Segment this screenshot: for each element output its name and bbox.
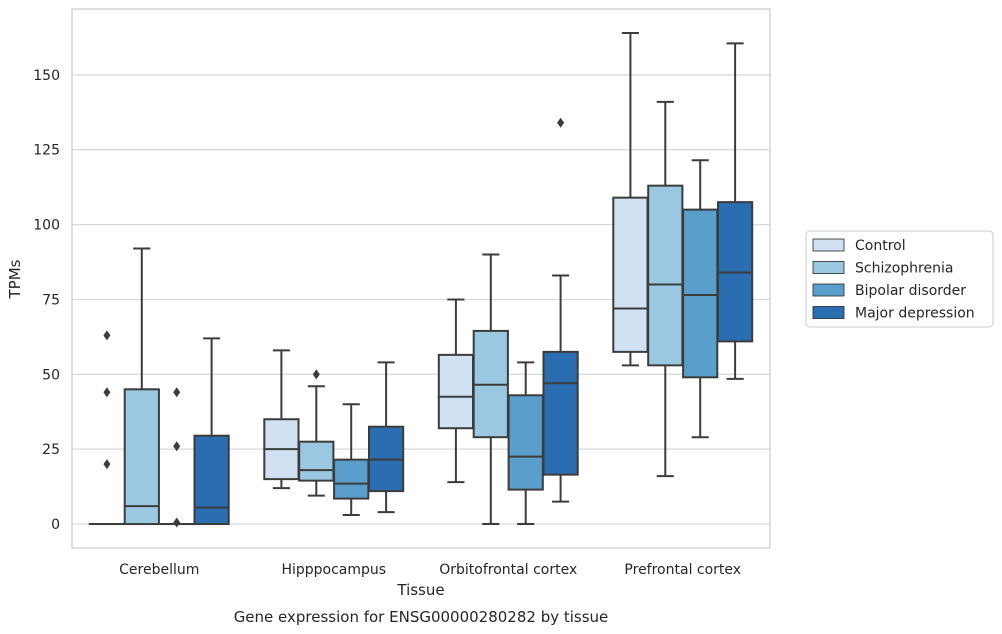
y-tick-label: 150 xyxy=(33,68,60,84)
box xyxy=(437,298,475,484)
y-tick-label: 125 xyxy=(33,143,60,159)
y-tick-labels: 0 25 50 75 100 125 150 xyxy=(33,68,60,533)
box xyxy=(158,387,195,528)
x-axis-title: Tissue xyxy=(396,581,444,599)
legend-label: Control xyxy=(855,238,906,254)
box-body xyxy=(612,196,649,353)
box xyxy=(298,369,335,497)
y-tick-label: 0 xyxy=(51,517,60,533)
legend-frame xyxy=(805,230,994,328)
box-body xyxy=(647,184,684,367)
outlier-point xyxy=(103,387,111,398)
box-body xyxy=(542,350,579,476)
x-tick-label: Prefrontal cortex xyxy=(624,562,741,578)
y-tick-label: 50 xyxy=(42,367,60,383)
legend-label: Schizophrenia xyxy=(855,261,953,277)
y-tick-label: 100 xyxy=(33,218,60,234)
y-axis-title: TPMs xyxy=(6,259,24,299)
box-groups xyxy=(88,31,754,528)
box-body xyxy=(193,434,230,526)
outlier-point xyxy=(312,369,320,380)
box xyxy=(612,31,649,367)
y-tick-label: 25 xyxy=(42,442,60,458)
legend: Control Schizophrenia Bipolar disorder Majo… xyxy=(805,230,994,328)
outlier-point xyxy=(173,387,181,398)
box xyxy=(682,159,719,439)
box xyxy=(647,100,684,478)
x-tick-label: Cerebellum xyxy=(119,562,199,578)
box xyxy=(367,361,405,514)
box-body xyxy=(298,440,335,482)
box xyxy=(507,361,544,526)
y-tick-label: 75 xyxy=(42,292,60,308)
box xyxy=(123,247,160,526)
x-tick-label: Hipppocampus xyxy=(281,562,386,578)
box xyxy=(472,253,509,526)
plot-frame xyxy=(71,8,771,549)
figure-caption: Gene expression for ENSG00000280282 by t… xyxy=(234,608,609,626)
x-tick-labels: Cerebellum Hipppocampus Orbitofrontal cort… xyxy=(119,562,741,578)
legend-swatch xyxy=(812,238,845,252)
outlier-point xyxy=(103,459,111,470)
x-tick-label: Orbitofrontal cortex xyxy=(439,562,577,578)
outlier-point xyxy=(557,117,565,128)
legend-label: Bipolar disorder xyxy=(855,283,966,299)
box-body xyxy=(333,458,370,500)
box xyxy=(333,403,370,517)
box-body xyxy=(682,208,719,379)
box xyxy=(88,330,126,526)
legend-swatch xyxy=(812,283,845,297)
box xyxy=(193,337,230,526)
outlier-point xyxy=(173,517,181,528)
box-body xyxy=(123,388,160,526)
box xyxy=(542,117,579,503)
box xyxy=(716,42,754,380)
outlier-point xyxy=(173,441,181,452)
box-body xyxy=(437,353,475,430)
outlier-point xyxy=(103,330,111,341)
legend-label: Major depression xyxy=(855,306,975,322)
box-body xyxy=(507,394,544,491)
legend-swatch xyxy=(812,306,845,319)
legend-swatch xyxy=(812,261,845,274)
grid-lines xyxy=(72,74,770,525)
box xyxy=(263,349,300,490)
